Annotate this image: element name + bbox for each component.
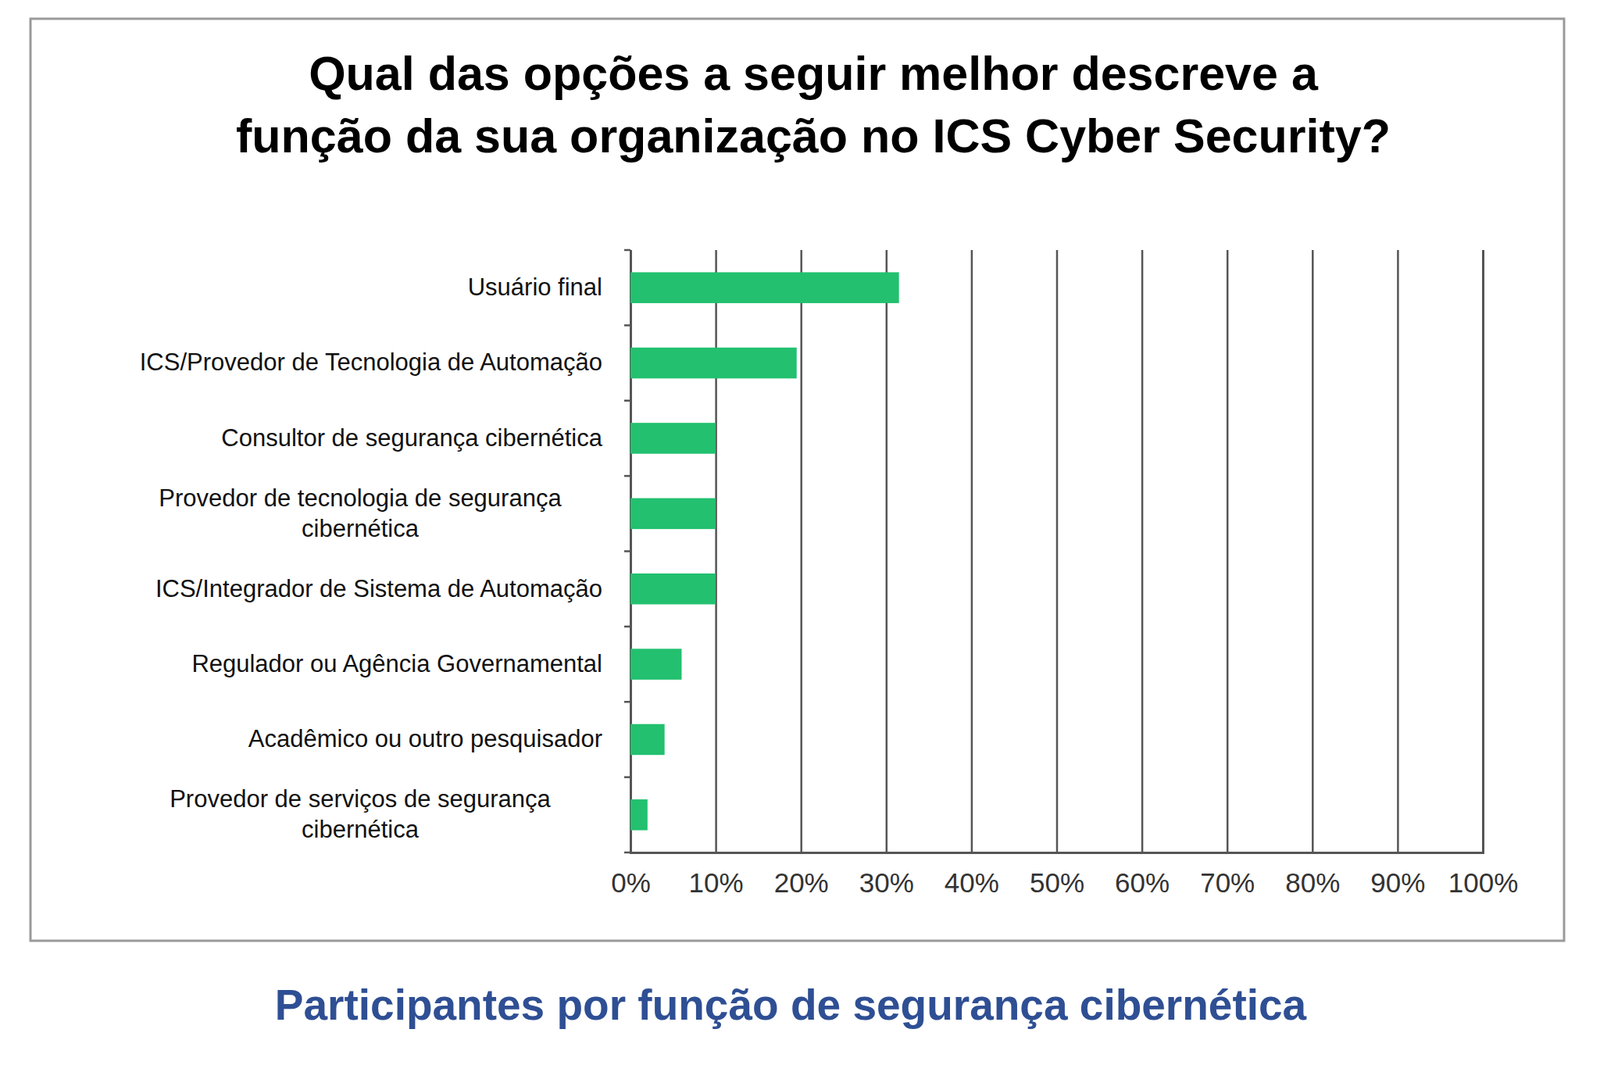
y-boundary-tick xyxy=(624,700,631,704)
x-tick-label: 40% xyxy=(944,867,1000,898)
bar xyxy=(630,573,716,605)
y-tick-label: Consultor de segurança cibernética xyxy=(221,424,603,452)
grid-line xyxy=(1226,250,1229,853)
y-boundary-tick xyxy=(624,249,631,252)
y-tick-label: Provedor de tecnologia de segurançaciber… xyxy=(158,484,562,543)
bar xyxy=(630,271,900,304)
y-tick-label-line: Provedor de tecnologia de segurança xyxy=(158,484,562,512)
x-tick: 100% xyxy=(1448,250,1519,898)
x-tick-label: 100% xyxy=(1448,867,1519,898)
x-tick: 30% xyxy=(859,250,915,898)
x-axis-line xyxy=(631,250,1484,854)
title: Qual das opções a seguir melhor descreve… xyxy=(235,46,1391,163)
grid-line xyxy=(1482,250,1485,853)
bar xyxy=(630,422,716,454)
grid-line xyxy=(800,250,803,853)
y-tick-label-line: cibernética xyxy=(301,815,420,843)
y-tick-label-line: cibernética xyxy=(301,514,420,543)
grid-line xyxy=(1311,250,1315,853)
grid-line xyxy=(885,250,889,853)
y-tick-label: Regulador ou Agência Governamental xyxy=(191,650,603,678)
y-tick: Usuário final xyxy=(467,273,631,301)
grid-line xyxy=(714,250,718,853)
x-tick: 40% xyxy=(944,250,1000,898)
x-tick-label: 70% xyxy=(1200,867,1255,898)
bar xyxy=(630,724,665,756)
x-tick: 80% xyxy=(1285,250,1340,898)
y-tick-label: ICS/Integrador de Sistema de Automação xyxy=(155,575,603,603)
x-tick-label: 60% xyxy=(1114,867,1170,898)
y-tick: Provedor de serviços de segurançaciberné… xyxy=(169,785,631,843)
y-tick: Acadêmico ou outro pesquisador xyxy=(248,725,631,753)
bar xyxy=(630,799,648,831)
bar xyxy=(630,498,716,530)
y-tick-label: ICS/Provedor de Tecnologia de Automação xyxy=(139,348,603,376)
grid-line xyxy=(971,250,974,853)
x-tick: 90% xyxy=(1370,250,1425,898)
title-line: função da sua organização no ICS Cyber S… xyxy=(235,109,1391,163)
x-tick: 50% xyxy=(1029,250,1085,898)
y-tick: Consultor de segurança cibernética xyxy=(221,424,631,452)
y-axis: Usuário final ICS/Provedor de Tecnologia … xyxy=(139,250,632,854)
x-tick-label: 20% xyxy=(774,867,829,898)
y-tick: ICS/Integrador de Sistema de Automação xyxy=(155,575,631,603)
y-boundary-tick xyxy=(624,550,631,553)
chart: Qual das opções a seguir melhor descreve… xyxy=(0,0,1600,1065)
bar xyxy=(630,648,682,680)
caption: Participantes por função de segurança ci… xyxy=(275,980,1308,1029)
y-boundary-tick xyxy=(624,400,631,403)
y-tick: Provedor de tecnologia de segurançaciber… xyxy=(158,484,631,543)
x-tick-label: 50% xyxy=(1029,867,1085,898)
y-tick: Regulador ou Agência Governamental xyxy=(191,650,631,678)
x-tick-label: 10% xyxy=(689,867,744,898)
x-tick-label: 0% xyxy=(610,867,651,898)
title-line: Qual das opções a seguir melhor descreve… xyxy=(308,46,1319,100)
y-boundary-ticks xyxy=(624,250,631,853)
y-boundary-tick xyxy=(624,851,631,854)
y-tick-label: Acadêmico ou outro pesquisador xyxy=(248,725,603,753)
x-tick: 70% xyxy=(1200,250,1255,898)
x-tick-label: 90% xyxy=(1370,867,1425,898)
grid-line xyxy=(1056,250,1059,853)
y-boundary-tick xyxy=(624,324,631,327)
grid-line xyxy=(1141,250,1144,853)
bars xyxy=(630,271,900,830)
x-tick-label: 80% xyxy=(1285,867,1340,898)
x-tick: 60% xyxy=(1114,250,1170,898)
y-tick: ICS/Provedor de Tecnologia de Automação xyxy=(139,348,631,376)
y-boundary-tick xyxy=(624,475,631,478)
y-boundary-tick xyxy=(624,625,631,629)
bar xyxy=(630,347,797,379)
y-tick-label: Usuário final xyxy=(467,273,603,301)
y-tick-label-line: Provedor de serviços de segurança xyxy=(169,785,551,813)
x-tick-label: 30% xyxy=(859,867,915,898)
y-boundary-tick xyxy=(624,775,631,779)
y-tick-label: Provedor de serviços de segurançaciberné… xyxy=(169,785,551,843)
x-tick: 20% xyxy=(774,250,829,898)
grid-line xyxy=(1396,250,1400,853)
chart-frame xyxy=(30,18,1565,941)
x-axis: 0% 10% 20% 30% 40% 50% 60% 70% 80% 90% 100% xyxy=(610,250,1518,898)
